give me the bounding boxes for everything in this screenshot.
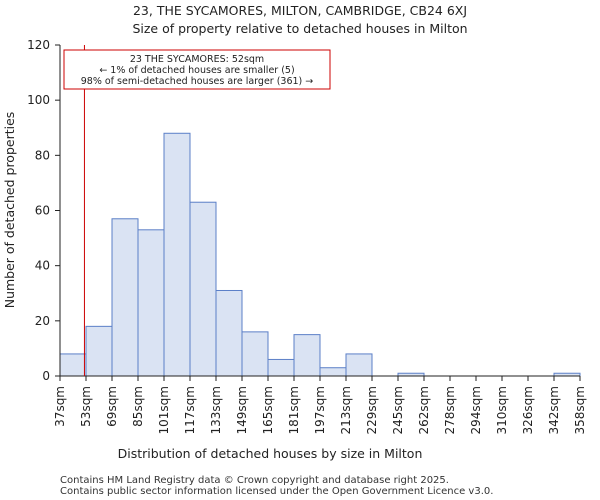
x-tick-label: 358sqm xyxy=(573,386,587,434)
bar-213sqm xyxy=(345,353,373,377)
x-tick-label: 181sqm xyxy=(287,386,301,434)
annotation-box: 23 THE SYCAMORES: 52sqm ← 1% of detached… xyxy=(63,49,331,90)
x-tick-label: 213sqm xyxy=(339,386,353,434)
x-tick-label: 165sqm xyxy=(261,386,275,434)
x-tick-label: 342sqm xyxy=(547,386,561,434)
y-tick-label: 60 xyxy=(35,204,50,218)
bar-181sqm xyxy=(293,334,321,377)
bar-117sqm xyxy=(189,201,217,377)
bar-85sqm xyxy=(137,229,165,377)
x-tick-label: 117sqm xyxy=(183,386,197,434)
bar-197sqm xyxy=(319,367,347,377)
y-tick-label: 40 xyxy=(35,259,50,273)
x-tick-label: 278sqm xyxy=(443,386,457,434)
x-tick-label: 310sqm xyxy=(495,386,509,434)
annotation-line-2: ← 1% of detached houses are smaller (5) xyxy=(99,65,294,76)
x-tick-label: 149sqm xyxy=(235,386,249,434)
x-tick-label: 53sqm xyxy=(79,386,93,427)
y-tick-label: 0 xyxy=(42,369,50,383)
chart-title: 23, THE SYCAMORES, MILTON, CAMBRIDGE, CB… xyxy=(133,3,467,18)
y-axis-label: Number of detached properties xyxy=(2,112,17,309)
bar-133sqm xyxy=(215,289,243,377)
x-tick-label: 101sqm xyxy=(157,386,171,434)
footer-attribution-1: Contains HM Land Registry data © Crown c… xyxy=(60,475,449,486)
x-tick-label: 262sqm xyxy=(417,386,431,434)
x-tick-label: 197sqm xyxy=(313,386,327,434)
bars-group xyxy=(59,132,581,377)
x-tick-label: 229sqm xyxy=(365,386,379,434)
annotation-border xyxy=(63,49,331,90)
y-tick-label: 80 xyxy=(35,148,50,162)
bar-69sqm xyxy=(111,218,139,377)
x-axis-label: Distribution of detached houses by size … xyxy=(118,446,423,461)
bar-101sqm xyxy=(163,132,191,377)
bar-149sqm xyxy=(241,331,269,377)
y-tick-label: 20 xyxy=(35,314,50,328)
y-tick-label: 120 xyxy=(27,38,50,52)
x-tick-label: 69sqm xyxy=(105,386,119,427)
annotation-line-3: 98% of semi-detached houses are larger (… xyxy=(81,76,314,87)
chart-subtitle: Size of property relative to detached ho… xyxy=(132,21,467,36)
x-tick-label: 294sqm xyxy=(469,386,483,434)
bar-53sqm xyxy=(85,325,113,377)
x-axis-ticks: 37sqm 53sqm 69sqm 85sqm 101sqm 117sqm 133sqm 14… xyxy=(53,376,587,434)
x-tick-label: 133sqm xyxy=(209,386,223,434)
x-tick-label: 37sqm xyxy=(53,386,67,427)
x-tick-label: 85sqm xyxy=(131,386,145,427)
y-axis-ticks: 0 20 40 60 80 100 120 xyxy=(27,38,60,383)
x-tick-label: 245sqm xyxy=(391,386,405,434)
bar-165sqm xyxy=(267,358,295,377)
bar-37sqm xyxy=(59,353,87,377)
annotation-line-1: 23 THE SYCAMORES: 52sqm xyxy=(130,54,264,65)
footer-attribution-2: Contains public sector information licen… xyxy=(60,486,493,497)
y-tick-label: 100 xyxy=(27,93,50,107)
x-tick-label: 326sqm xyxy=(521,386,535,434)
